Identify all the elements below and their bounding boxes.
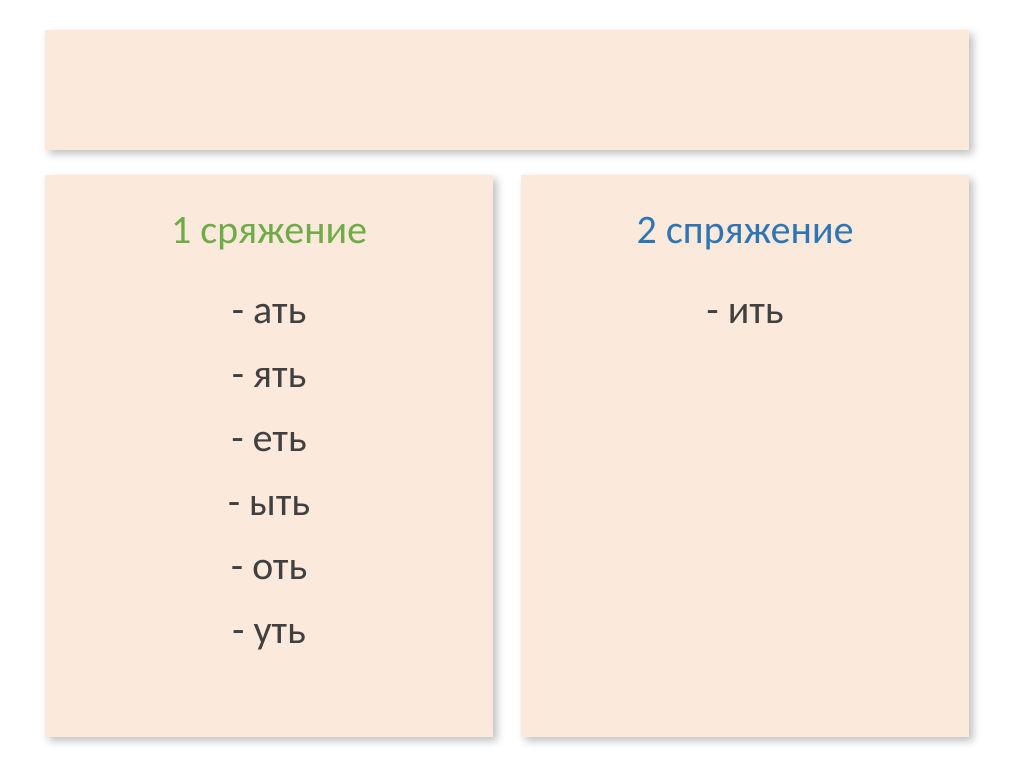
list-item: - оть [65, 534, 473, 598]
right-heading: 2 спряжение [541, 205, 949, 254]
title-band [45, 30, 969, 150]
left-heading: 1 сряжение [65, 205, 473, 254]
list-item: - уть [65, 598, 473, 662]
slide: 1 сряжение - ать - ять - еть - ыть - оть… [0, 0, 1024, 767]
list-item: - еть [65, 406, 473, 470]
list-item: - ять [65, 342, 473, 406]
list-item: - ыть [65, 470, 473, 534]
left-list: - ать - ять - еть - ыть - оть - уть [65, 278, 473, 662]
left-panel: 1 сряжение - ать - ять - еть - ыть - оть… [45, 175, 493, 737]
list-item: - ать [65, 278, 473, 342]
columns-container: 1 сряжение - ать - ять - еть - ыть - оть… [45, 175, 969, 737]
right-list: - ить [541, 278, 949, 342]
list-item: - ить [541, 278, 949, 342]
right-panel: 2 спряжение - ить [521, 175, 969, 737]
